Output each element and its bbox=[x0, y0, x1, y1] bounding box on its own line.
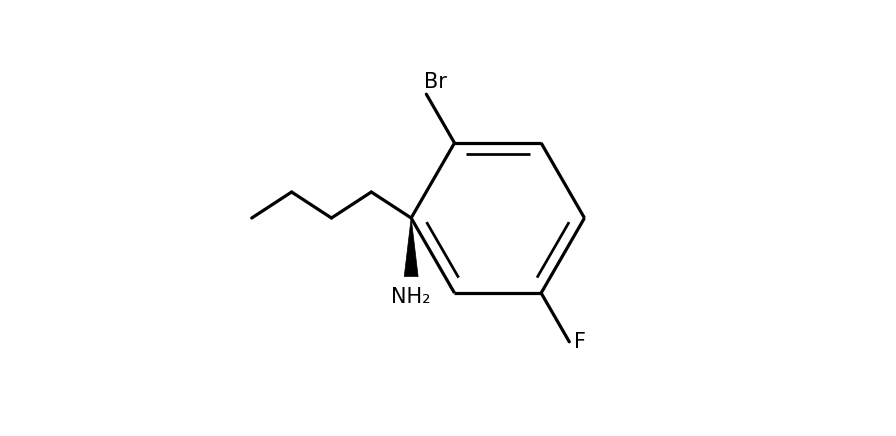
Polygon shape bbox=[404, 218, 418, 276]
Text: NH₂: NH₂ bbox=[392, 287, 431, 307]
Text: F: F bbox=[573, 332, 586, 352]
Text: Br: Br bbox=[424, 72, 447, 92]
